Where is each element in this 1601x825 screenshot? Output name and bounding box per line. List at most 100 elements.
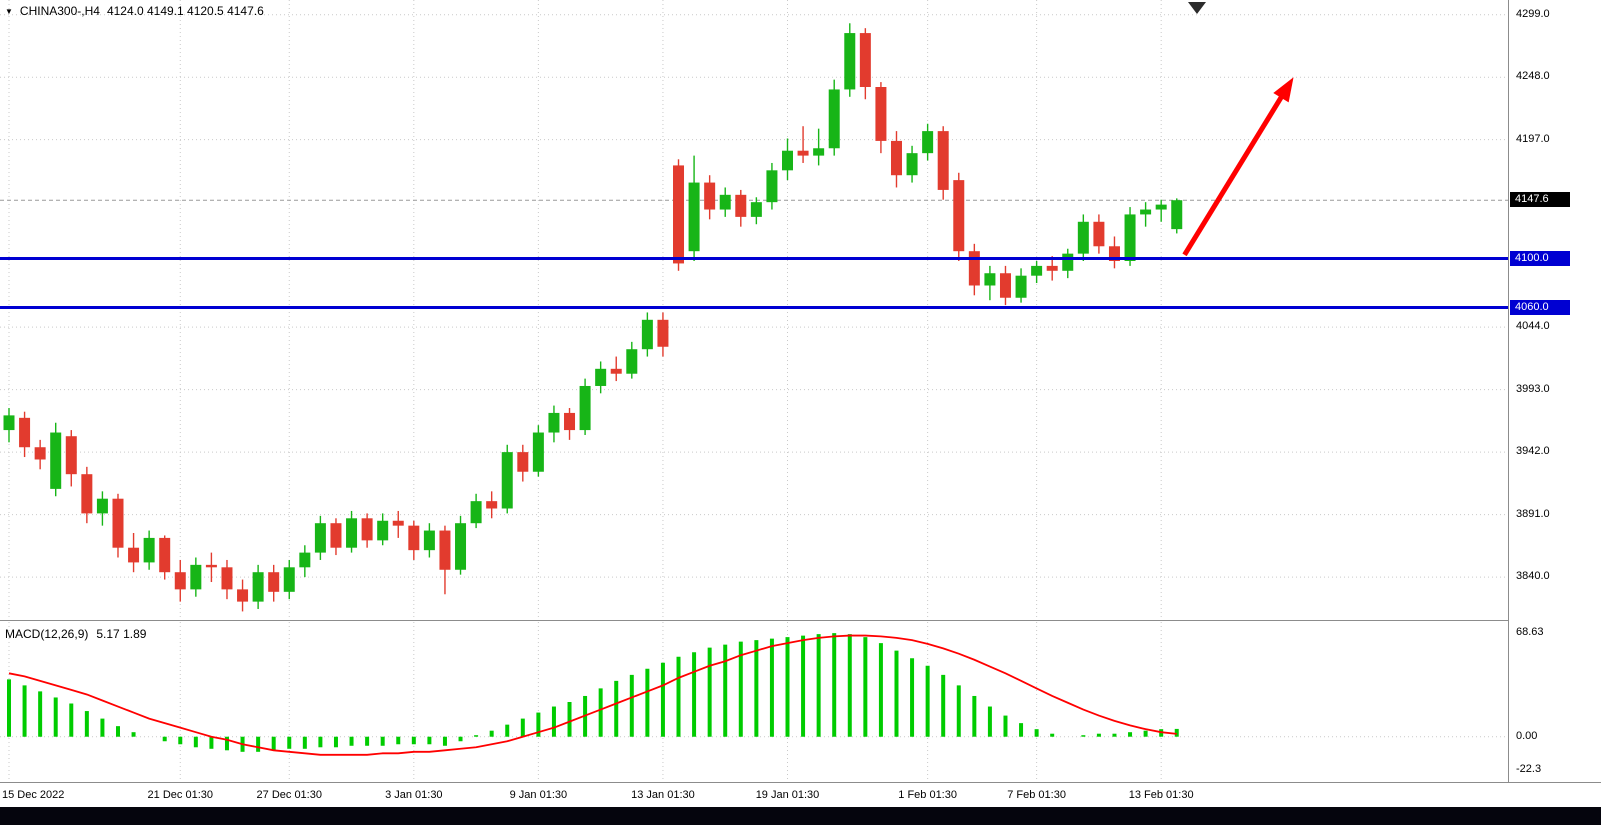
candle — [1015, 268, 1027, 303]
support-resistance-lines — [0, 257, 1508, 310]
chart-shift-marker-icon[interactable] — [1187, 2, 1206, 14]
ohlc-quote-label: 4124.0 4149.1 4120.5 4147.6 — [106, 4, 264, 18]
candle — [392, 510, 404, 538]
macd-indicator-pane[interactable]: MACD(12,26,9) 5.17 1.89 — [0, 622, 1508, 782]
candle — [268, 564, 280, 602]
candle — [50, 422, 62, 497]
candle — [532, 425, 544, 477]
candle — [766, 162, 778, 210]
candle — [937, 126, 949, 200]
time-tick-label: 15 Dec 2022 — [2, 789, 65, 801]
candle — [19, 411, 31, 458]
macd-tick-label: -22.3 — [1516, 763, 1542, 776]
candle — [517, 444, 529, 482]
candle — [641, 312, 653, 357]
candle — [455, 515, 467, 575]
macd-tick-label: 0.00 — [1516, 729, 1538, 742]
bottom-bar — [0, 807, 1601, 825]
level-price-badge: 4100.0 — [1510, 250, 1570, 266]
candle — [579, 378, 591, 435]
candle — [314, 515, 326, 560]
macd-name-label: MACD(12,26,9) — [5, 627, 89, 641]
time-axis[interactable]: 15 Dec 2022 21 Dec 01:30 27 Dec 01:30 3 Jan… — [0, 782, 1601, 808]
chart-title: ▼ CHINA300-,H4 4124.0 4149.1 4120.5 4147… — [5, 4, 264, 18]
candlestick-chart-canvas[interactable] — [0, 0, 1508, 620]
trend-arrow[interactable] — [1182, 77, 1294, 257]
candle — [922, 123, 934, 161]
candle — [299, 545, 311, 578]
candle — [143, 530, 155, 570]
price-tick-label: 3942.0 — [1516, 445, 1550, 458]
candle — [96, 491, 108, 526]
time-tick-label: 27 Dec 01:30 — [256, 789, 322, 801]
candle — [3, 408, 15, 443]
time-tick-label: 13 Feb 01:30 — [1128, 789, 1194, 801]
candle — [1093, 214, 1105, 254]
candles — [3, 23, 1183, 612]
candle — [844, 23, 856, 97]
price-tick-label: 4248.0 — [1516, 70, 1550, 83]
candle — [1171, 198, 1183, 234]
macd-chart-canvas[interactable] — [0, 622, 1508, 782]
candle — [564, 408, 576, 440]
pane-divider[interactable] — [0, 620, 1601, 621]
time-tick-label: 3 Jan 01:30 — [385, 789, 443, 801]
candle — [501, 444, 513, 514]
candle — [470, 493, 482, 529]
time-tick-label: 1 Feb 01:30 — [898, 789, 957, 801]
candle — [1077, 214, 1089, 261]
price-tick-label: 4299.0 — [1516, 7, 1550, 20]
macd-indicator-label: MACD(12,26,9) 5.17 1.89 — [5, 627, 146, 641]
candle — [283, 559, 295, 600]
price-axis[interactable]: 4299.0 4248.0 4197.0 4044.0 3993.0 3942.0 3891… — [1508, 0, 1601, 782]
candle — [828, 79, 840, 156]
candle — [423, 523, 435, 558]
candle — [1155, 199, 1167, 222]
candle — [1062, 248, 1074, 279]
candle — [439, 525, 451, 595]
price-tick-label: 3891.0 — [1516, 507, 1550, 520]
candlestick-price-pane[interactable]: ▼ CHINA300-,H4 4124.0 4149.1 4120.5 4147… — [0, 0, 1508, 620]
candle — [688, 155, 700, 261]
candle — [81, 466, 93, 524]
price-tick-label: 3840.0 — [1516, 570, 1550, 583]
current-price-badge: 4147.6 — [1510, 192, 1570, 208]
candle — [34, 439, 46, 470]
candle — [1140, 202, 1152, 227]
candle — [875, 82, 887, 154]
candle — [859, 28, 871, 100]
time-tick-label: 9 Jan 01:30 — [509, 789, 568, 801]
candle — [704, 175, 716, 220]
candle — [999, 265, 1011, 306]
candle — [953, 172, 965, 261]
candle — [548, 405, 560, 443]
candle — [595, 361, 607, 394]
candle — [221, 559, 233, 600]
candle — [159, 535, 171, 580]
candle — [408, 520, 420, 560]
candle — [1031, 260, 1043, 284]
candle — [330, 518, 342, 556]
candle — [252, 564, 264, 609]
macd-histogram — [7, 633, 1179, 752]
macd-values-label: 5.17 1.89 — [96, 627, 147, 641]
candle — [1046, 256, 1058, 281]
candle — [719, 187, 731, 217]
candle — [813, 128, 825, 166]
time-tick-label: 19 Jan 01:30 — [755, 789, 820, 801]
macd-signal-line — [8, 634, 1177, 756]
grid-vertical-lines — [8, 0, 1162, 620]
candle — [377, 513, 389, 546]
candle — [626, 341, 638, 379]
candle — [174, 559, 186, 602]
candle — [1124, 207, 1136, 266]
candle — [968, 243, 980, 296]
candle — [906, 145, 918, 183]
symbol-dropdown-arrow-icon[interactable]: ▼ — [5, 6, 13, 16]
candle — [190, 557, 202, 597]
candle — [673, 159, 685, 271]
time-tick-label: 13 Jan 01:30 — [631, 789, 695, 801]
macd-tick-label: 68.63 — [1516, 626, 1544, 639]
candle — [112, 493, 124, 558]
